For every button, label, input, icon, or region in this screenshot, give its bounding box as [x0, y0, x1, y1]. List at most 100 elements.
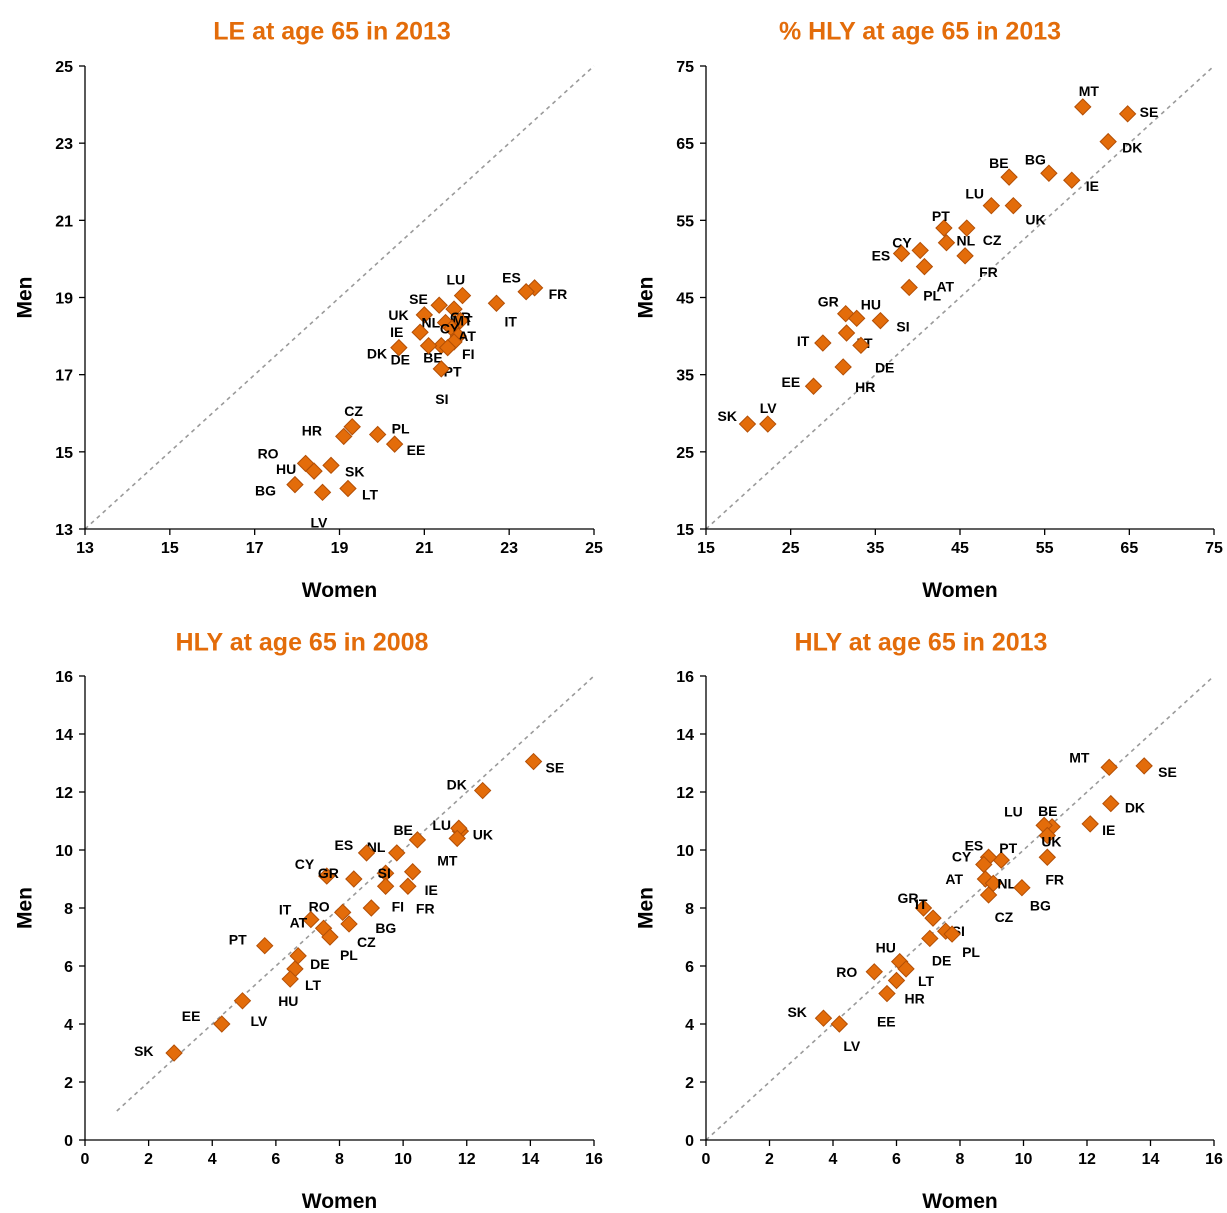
- data-label-hr: HR: [855, 379, 875, 395]
- y-tick-label: 12: [676, 785, 694, 802]
- data-label-dk: DK: [367, 346, 387, 362]
- data-point-es: [517, 283, 535, 301]
- y-tick-label: 0: [685, 1133, 694, 1150]
- data-label-lt: LT: [305, 977, 322, 993]
- y-tick-label: 25: [55, 59, 73, 76]
- data-label-cy: CY: [295, 856, 315, 872]
- x-tick-label: 45: [951, 540, 969, 557]
- data-label-se: SE: [1158, 764, 1177, 780]
- data-label-cz: CZ: [344, 403, 363, 419]
- reference-line: [116, 675, 595, 1112]
- data-point-bg: [1013, 878, 1031, 897]
- data-label-ee: EE: [877, 1014, 896, 1030]
- data-point-lv: [233, 992, 252, 1010]
- data-point-sk: [738, 415, 757, 433]
- x-tick-label: 8: [335, 1151, 344, 1168]
- data-point-hu: [281, 970, 299, 988]
- data-label-cz: CZ: [995, 909, 1014, 925]
- data-point-lv: [759, 415, 777, 433]
- data-point-lu: [453, 286, 472, 305]
- data-label-hr: HR: [302, 422, 322, 438]
- data-point-ee: [385, 435, 404, 453]
- data-label-ro: RO: [258, 445, 279, 461]
- data-label-at: AT: [936, 279, 954, 295]
- data-label-lv: LV: [843, 1038, 861, 1054]
- data-label-uk: UK: [1025, 212, 1045, 228]
- data-point-ee: [213, 1015, 231, 1033]
- data-point-lt: [339, 479, 357, 498]
- data-label-mt: MT: [452, 313, 473, 329]
- data-label-fr: FR: [1045, 871, 1064, 887]
- x-tick-label: 21: [415, 540, 433, 557]
- data-point-si: [432, 360, 451, 378]
- x-tick-label: 25: [782, 540, 800, 557]
- data-point-uk: [1004, 196, 1023, 215]
- x-tick-label: 8: [956, 1151, 965, 1168]
- y-tick-label: 14: [55, 727, 73, 744]
- x-tick-label: 13: [76, 540, 94, 557]
- data-point-hr: [834, 358, 852, 376]
- data-label-it: IT: [915, 896, 928, 912]
- data-label-nl: NL: [422, 315, 441, 331]
- x-tick-label: 35: [866, 540, 884, 557]
- data-point-lv: [830, 1015, 849, 1033]
- data-label-lu: LU: [447, 272, 466, 288]
- x-tick-label: 16: [585, 1151, 603, 1168]
- data-point-mt: [1074, 98, 1092, 116]
- y-tick-label: 6: [685, 959, 694, 976]
- y-tick-label: 0: [64, 1133, 73, 1150]
- data-point-pl: [368, 425, 387, 444]
- data-label-sk: SK: [134, 1043, 153, 1059]
- data-label-sk: SK: [787, 1004, 806, 1020]
- data-point-dk: [473, 781, 492, 800]
- y-tick-label: 35: [676, 368, 694, 385]
- y-tick-label: 15: [676, 522, 694, 539]
- data-label-it: IT: [279, 902, 292, 918]
- data-point-dk: [1102, 794, 1120, 813]
- data-label-bg: BG: [255, 483, 276, 499]
- data-label-si: SI: [378, 865, 391, 881]
- data-label-hu: HU: [861, 296, 881, 312]
- y-tick-label: 65: [676, 136, 694, 153]
- data-label-lt: LT: [362, 486, 379, 502]
- data-point-se: [430, 296, 448, 314]
- scatter-panel-4: HLY at age 65 in 2013 0 2 4 6 8 10 12 14 16 0 2 4 6 8 1…: [635, 629, 1223, 1213]
- data-point-fr: [399, 877, 417, 895]
- data-point-cz: [340, 915, 358, 933]
- x-axis-title: Women: [922, 1190, 997, 1213]
- y-tick-label: 12: [55, 785, 73, 802]
- data-label-se: SE: [409, 291, 428, 307]
- data-label-hr: HR: [905, 991, 925, 1007]
- data-point-bg: [362, 899, 381, 917]
- data-label-dk: DK: [1125, 800, 1145, 816]
- data-label-bg: BG: [1030, 898, 1051, 914]
- y-tick-label: 8: [685, 901, 694, 918]
- y-tick-label: 45: [676, 291, 694, 308]
- y-tick-label: 16: [676, 669, 694, 686]
- x-tick-label: 17: [246, 540, 264, 557]
- data-label-bg: BG: [1025, 151, 1046, 167]
- data-label-lv: LV: [760, 400, 778, 416]
- y-tick-label: 14: [676, 727, 694, 744]
- data-label-gr: GR: [318, 865, 339, 881]
- data-label-be: BE: [1038, 803, 1057, 819]
- data-label-hu: HU: [278, 993, 298, 1009]
- x-axis-title: Women: [302, 579, 377, 602]
- y-axis-title: Men: [635, 277, 658, 319]
- data-label-pt: PT: [999, 840, 1017, 856]
- data-label-gr: GR: [897, 890, 918, 906]
- data-point-es: [357, 844, 376, 862]
- data-label-bg: BG: [375, 920, 396, 936]
- data-point-fr: [956, 247, 974, 265]
- data-label-ee: EE: [782, 374, 801, 390]
- data-label-lu: LU: [1004, 803, 1023, 819]
- data-point-de: [921, 929, 939, 948]
- y-tick-label: 25: [676, 445, 694, 462]
- data-point-ee: [878, 984, 896, 1003]
- data-point-dk: [1099, 132, 1117, 151]
- x-tick-label: 65: [1120, 540, 1138, 557]
- data-point-cz: [343, 418, 361, 436]
- y-tick-label: 16: [55, 669, 73, 686]
- chart-title: % HLY at age 65 in 2013: [779, 18, 1061, 46]
